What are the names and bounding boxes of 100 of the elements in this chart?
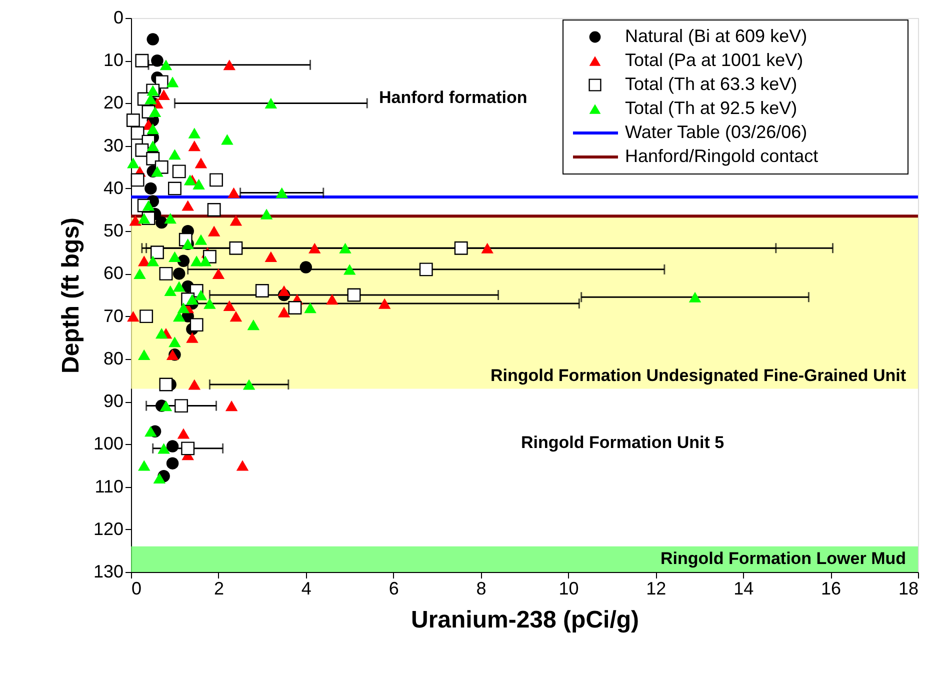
point xyxy=(168,149,181,160)
point xyxy=(177,254,190,268)
point xyxy=(230,215,242,226)
point xyxy=(160,400,172,412)
point xyxy=(146,140,159,152)
point xyxy=(194,158,208,168)
point xyxy=(159,266,173,280)
y-tick-label: 60 xyxy=(103,263,124,284)
point xyxy=(158,443,170,454)
point xyxy=(127,158,140,168)
y-tick-label: 50 xyxy=(103,220,124,241)
point xyxy=(212,268,225,279)
point xyxy=(326,294,338,305)
point xyxy=(188,379,201,390)
y-tick-label: 90 xyxy=(103,391,124,412)
point xyxy=(155,216,168,229)
point xyxy=(229,241,243,255)
y-tick-label: 100 xyxy=(93,434,124,454)
point xyxy=(192,178,205,190)
y-tick-label: 110 xyxy=(94,476,124,496)
point xyxy=(264,251,278,262)
point xyxy=(144,426,157,437)
point xyxy=(127,311,140,322)
point xyxy=(225,400,238,412)
point xyxy=(300,261,312,274)
point xyxy=(164,212,176,224)
point xyxy=(186,294,198,305)
x-tick-label: 12 xyxy=(646,578,666,598)
annotation: Hanford formation xyxy=(379,88,528,107)
point xyxy=(204,298,216,309)
point xyxy=(166,76,179,88)
point xyxy=(181,442,195,456)
legend-label: Hanford/Ringold contact xyxy=(625,146,818,166)
point xyxy=(454,241,468,255)
point xyxy=(276,187,288,198)
x-tick-label: 2 xyxy=(214,578,224,598)
point xyxy=(158,89,170,100)
point xyxy=(223,300,236,311)
point xyxy=(194,234,208,245)
point xyxy=(188,140,201,152)
point xyxy=(188,128,201,138)
point xyxy=(221,134,234,145)
point xyxy=(419,262,433,276)
point xyxy=(159,378,173,392)
y-axis-title: Depth (ft bgs) xyxy=(57,218,84,374)
point xyxy=(208,226,220,236)
point xyxy=(247,320,260,330)
point xyxy=(288,301,302,315)
legend-label: Total (Pa at 1001 keV) xyxy=(625,50,804,70)
point xyxy=(166,349,179,360)
annotation: Ringold Formation Unit 5 xyxy=(521,433,724,452)
point xyxy=(164,285,176,296)
x-tick-label: 18 xyxy=(898,578,918,598)
point xyxy=(278,306,290,318)
point xyxy=(146,123,159,134)
x-tick-label: 16 xyxy=(821,578,842,598)
point xyxy=(190,318,204,332)
x-tick-label: 6 xyxy=(388,578,399,598)
y-tick-label: 80 xyxy=(103,348,124,368)
y-tick-label: 120 xyxy=(93,518,124,539)
point xyxy=(166,440,179,452)
legend-label: Water Table (03/26/06) xyxy=(625,122,808,142)
x-tick-label: 8 xyxy=(476,578,486,598)
point xyxy=(304,302,316,314)
point xyxy=(228,187,240,198)
point xyxy=(140,310,154,324)
point xyxy=(155,328,168,339)
point xyxy=(134,268,146,279)
band-label: Ringold Formation Undesignated Fine-Grained Unit xyxy=(490,366,906,385)
point xyxy=(481,242,494,254)
point xyxy=(172,268,186,280)
y-tick-label: 30 xyxy=(103,135,124,156)
point xyxy=(168,251,181,262)
point xyxy=(151,166,164,177)
point xyxy=(339,242,352,254)
y-tick-label: 0 xyxy=(113,8,124,28)
point xyxy=(278,285,290,296)
x-tick-label: 0 xyxy=(132,578,142,598)
point xyxy=(138,349,150,360)
x-tick-label: 4 xyxy=(301,578,312,598)
y-tick-label: 70 xyxy=(103,306,124,326)
point xyxy=(242,379,256,390)
point xyxy=(148,106,162,118)
point xyxy=(177,428,190,439)
point xyxy=(236,460,249,471)
point xyxy=(146,33,159,46)
y-tick-label: 10 xyxy=(103,50,124,70)
point xyxy=(186,332,198,343)
point xyxy=(138,460,150,471)
point xyxy=(378,298,391,309)
point xyxy=(146,256,159,266)
point xyxy=(347,288,361,302)
point xyxy=(184,174,196,186)
band-label: Ringold Formation Lower Mud xyxy=(660,549,906,568)
x-tick-label: 14 xyxy=(734,578,754,598)
point xyxy=(255,284,269,298)
point xyxy=(138,212,150,224)
point xyxy=(172,281,186,292)
x-tick-label: 10 xyxy=(558,578,579,598)
point xyxy=(168,336,181,348)
